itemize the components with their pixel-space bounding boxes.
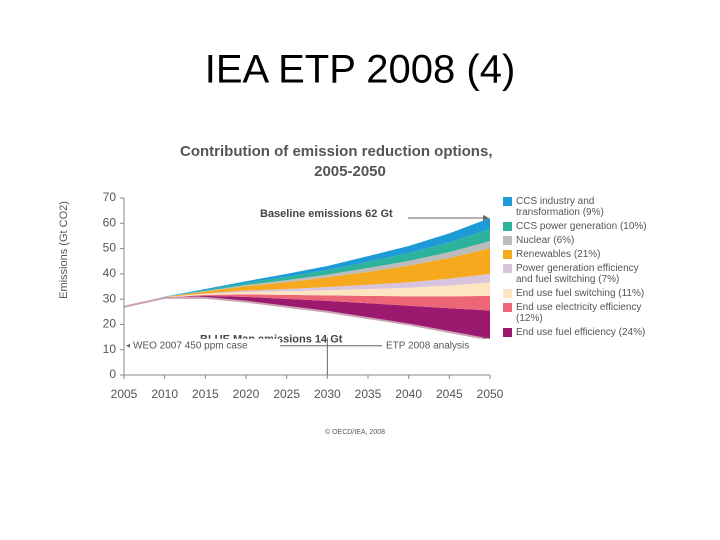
- y-tick-label: 70: [103, 190, 117, 204]
- legend-swatch: [503, 264, 512, 273]
- legend-item: CCS industry and transformation (9%): [503, 196, 658, 218]
- legend-item: CCS power generation (10%): [503, 221, 658, 232]
- area: [124, 294, 490, 311]
- legend-label: CCS industry and transformation (9%): [516, 196, 604, 218]
- x-tick-label: 2050: [477, 387, 504, 401]
- y-tick-label: 30: [103, 291, 117, 305]
- legend-label: End use fuel efficiency (24%): [516, 327, 646, 338]
- slide-title: IEA ETP 2008 (4): [205, 48, 516, 92]
- legend-swatch: [503, 222, 512, 231]
- y-tick-label: 0: [109, 367, 116, 381]
- legend-item: End use fuel switching (11%): [503, 288, 658, 299]
- y-tick-label: 40: [103, 266, 117, 280]
- legend: CCS industry and transformation (9%) CCS …: [503, 196, 658, 341]
- label-bg: [382, 338, 490, 353]
- area: [124, 282, 490, 307]
- legend-swatch: [503, 197, 512, 206]
- legend-swatch: [503, 289, 512, 298]
- x-tick-label: 2025: [273, 387, 300, 401]
- annotation: ETP 2008 analysis: [386, 340, 469, 351]
- legend-item: Renewables (21%): [503, 249, 658, 260]
- chart-title: 2005-2050: [314, 163, 386, 180]
- x-tick-label: 2020: [233, 387, 260, 401]
- annotation: WEO 2007 450 ppm case: [133, 340, 248, 351]
- legend-swatch: [503, 303, 512, 312]
- legend-swatch: [503, 236, 512, 245]
- x-tick-label: 2015: [192, 387, 219, 401]
- legend-label: End use fuel switching (11%): [516, 288, 645, 299]
- legend-item: Nuclear (6%): [503, 235, 658, 246]
- legend-label: CCS power generation (10%): [516, 221, 647, 232]
- legend-item: End use electricity efficiency (12%): [503, 302, 658, 324]
- legend-item: End use fuel efficiency (24%): [503, 327, 658, 338]
- x-tick-label: 2035: [355, 387, 382, 401]
- y-tick-label: 20: [103, 317, 117, 331]
- legend-label: Power generation efficiency and fuel swi…: [516, 263, 639, 285]
- y-axis-label: Emissions (Gt CO2): [58, 201, 70, 299]
- x-tick-label: 2045: [436, 387, 463, 401]
- y-tick-label: 10: [103, 342, 117, 356]
- legend-item: Power generation efficiency and fuel swi…: [503, 263, 658, 285]
- x-tick-label: 2040: [395, 387, 422, 401]
- legend-label: Nuclear (6%): [516, 235, 575, 246]
- legend-label: End use electricity efficiency (12%): [516, 302, 642, 324]
- annotation: Baseline emissions 62 Gt: [260, 208, 393, 220]
- y-tick-label: 50: [103, 241, 117, 255]
- label-bg: [130, 338, 280, 353]
- x-tick-label: 2010: [151, 387, 178, 401]
- area: [124, 248, 490, 307]
- source: © OECD/IEA, 2008: [325, 428, 385, 436]
- x-tick-label: 2005: [111, 387, 138, 401]
- legend-swatch: [503, 250, 512, 259]
- base-line: [123, 296, 491, 341]
- area: [124, 273, 490, 307]
- legend-swatch: [503, 328, 512, 337]
- y-tick-label: 60: [103, 215, 117, 229]
- legend-label: Renewables (21%): [516, 249, 601, 260]
- chart-title: Contribution of emission reduction optio…: [180, 143, 492, 160]
- area: [124, 295, 490, 340]
- x-tick-label: 2030: [314, 387, 341, 401]
